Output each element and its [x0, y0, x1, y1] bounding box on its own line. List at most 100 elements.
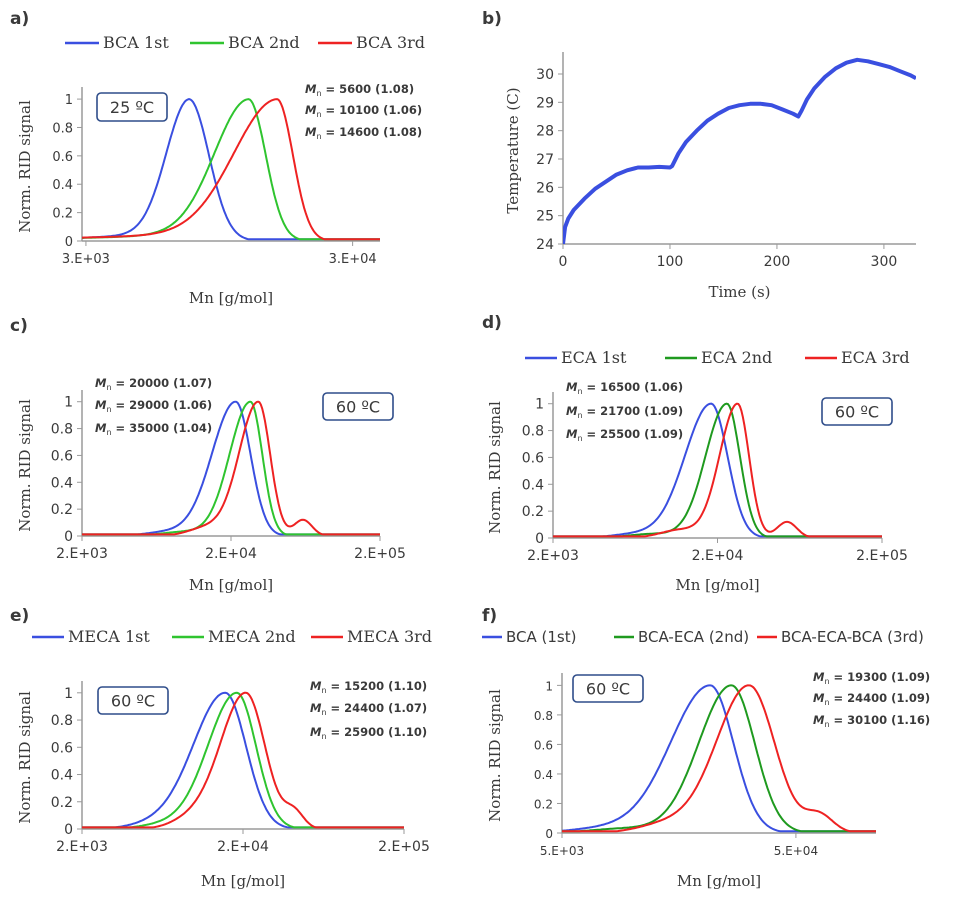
series-line [562, 684, 876, 833]
legend-label: BCA (1st) [506, 628, 576, 646]
legend-label: ECA 3rd [841, 348, 910, 367]
x-tick-label: 5.E+03 [540, 844, 584, 858]
y-tick-label: 0.8 [51, 422, 73, 438]
y-axis-label: Norm. RID signal [16, 100, 34, 233]
panel-label: b) [482, 9, 502, 29]
temperature-label: 60 ºC [111, 692, 155, 711]
x-axis-label: Mn [g/mol] [675, 576, 759, 594]
y-tick-label: 0 [535, 531, 544, 547]
x-axis-label: Mn [g/mol] [189, 576, 273, 594]
legend-label: ECA 1st [561, 348, 627, 367]
y-tick-label: 27 [536, 152, 554, 168]
y-tick-label: 0.6 [534, 738, 553, 752]
x-axis-label: Time (s) [708, 283, 770, 301]
mn-annotation: Mn = 16500 (1.06) [566, 380, 683, 396]
temperature-label: 25 ºC [110, 98, 154, 117]
y-tick-label: 29 [536, 95, 554, 111]
y-tick-label: 0.2 [51, 795, 73, 811]
mn-annotation: Mn = 14600 (1.08) [305, 125, 422, 141]
temperature-box [97, 686, 169, 715]
chart-panel-a: a) 0 0.2 0.4 0.6 0.8 1 3.E+03 3.E+04 Mn [g/mol] No… [10, 9, 425, 307]
legend-label: MECA 2nd [208, 627, 296, 646]
y-tick-label: 1 [64, 395, 73, 411]
mn-annotation: Mn = 20000 (1.07) [95, 376, 212, 392]
temperature-box [821, 397, 893, 426]
legend-label: BCA 2nd [228, 33, 300, 52]
y-tick-label: 0.2 [522, 504, 544, 520]
y-tick-label: 0 [65, 235, 73, 250]
x-tick-label: 300 [871, 254, 898, 270]
y-tick-label: 1 [64, 686, 73, 702]
y-tick-label: 25 [536, 209, 554, 225]
legend-label: BCA-ECA-BCA (3rd) [781, 628, 924, 646]
y-axis-label: Norm. RID signal [486, 401, 504, 534]
x-tick-label: 200 [764, 254, 791, 270]
y-tick-label: 0.8 [51, 713, 73, 729]
mn-annotation: Mn = 25900 (1.10) [310, 725, 427, 741]
y-tick-label: 0.6 [51, 448, 73, 464]
x-axis-label: Mn [g/mol] [201, 872, 285, 890]
legend-label: BCA 1st [103, 33, 169, 52]
temperature-box [322, 392, 394, 421]
y-tick-label: 0 [64, 529, 73, 545]
panel-label: c) [10, 316, 28, 336]
y-tick-label: 0.2 [52, 207, 73, 222]
series-line [563, 57, 916, 244]
mn-annotation: Mn = 10100 (1.06) [305, 103, 422, 119]
y-tick-label: 0.4 [522, 477, 544, 493]
legend-label: ECA 2nd [701, 348, 772, 367]
y-tick-label: 0.4 [51, 768, 73, 784]
y-tick-label: 0.2 [51, 502, 73, 518]
series-line [553, 402, 882, 538]
temperature-box [572, 674, 644, 703]
x-tick-label: 2.E+04 [205, 546, 257, 562]
x-tick-label: 2.E+03 [527, 548, 579, 564]
x-tick-label: 5.E+04 [774, 844, 818, 858]
chart-panel-d: d) 0 0.2 0.4 0.6 0.8 1 2.E+03 2.E+04 2.E+05 Mn [g/… [482, 313, 910, 594]
legend-label: MECA 1st [68, 627, 150, 646]
y-tick-label: 0.2 [534, 797, 553, 811]
x-tick-label: 2.E+03 [56, 839, 108, 855]
y-tick-label: 0.8 [534, 709, 553, 723]
mn-annotation: Mn = 24400 (1.09) [813, 691, 930, 707]
y-axis-label: Temperature (C) [504, 87, 522, 213]
chart-panel-f: f) 0 0.2 0.4 0.6 0.8 1 5.E+03 5.E+04 Mn [g/mol] No… [482, 606, 930, 890]
y-tick-label: 0.8 [522, 424, 544, 440]
x-tick-label: 100 [657, 254, 684, 270]
y-axis-label: Norm. RID signal [486, 689, 504, 822]
temperature-label: 60 ºC [586, 680, 630, 699]
mn-annotation: Mn = 25500 (1.09) [566, 427, 683, 443]
series-line [82, 691, 404, 829]
x-tick-label: 2.E+05 [354, 546, 406, 562]
y-tick-label: 0.8 [52, 121, 73, 136]
y-axis-label: Norm. RID signal [16, 399, 34, 532]
series-line [562, 684, 876, 833]
y-tick-label: 0.6 [52, 150, 73, 165]
legend-label: BCA-ECA (2nd) [638, 628, 749, 646]
mn-annotation: Mn = 30100 (1.16) [813, 713, 930, 729]
x-tick-label: 2.E+04 [692, 548, 744, 564]
x-tick-label: 0 [559, 254, 568, 270]
mn-annotation: Mn = 35000 (1.04) [95, 421, 212, 437]
x-tick-label: 2.E+05 [378, 839, 430, 855]
x-tick-label: 2.E+05 [856, 548, 908, 564]
mn-annotation: Mn = 15200 (1.10) [310, 679, 427, 695]
temperature-label: 60 ºC [835, 403, 879, 422]
x-tick-label: 2.E+04 [217, 839, 269, 855]
x-axis-label: Mn [g/mol] [677, 872, 761, 890]
y-tick-label: 1 [545, 679, 553, 693]
y-tick-label: 30 [536, 67, 554, 83]
y-tick-label: 0.6 [51, 740, 73, 756]
temperature-box [96, 92, 168, 122]
x-tick-label: 3.E+03 [62, 252, 110, 267]
temperature-label: 60 ºC [336, 398, 380, 417]
legend-label: BCA 3rd [356, 33, 425, 52]
series-line [82, 98, 380, 241]
panel-label: d) [482, 313, 502, 333]
x-tick-label: 3.E+04 [329, 252, 377, 267]
y-axis-label: Norm. RID signal [16, 691, 34, 824]
chart-panel-c: c) 0 0.2 0.4 0.6 0.8 1 2.E+03 2.E+04 2.E+05 Mn [g/… [10, 316, 406, 594]
y-tick-label: 1 [535, 397, 544, 413]
legend-label: MECA 3rd [347, 627, 432, 646]
